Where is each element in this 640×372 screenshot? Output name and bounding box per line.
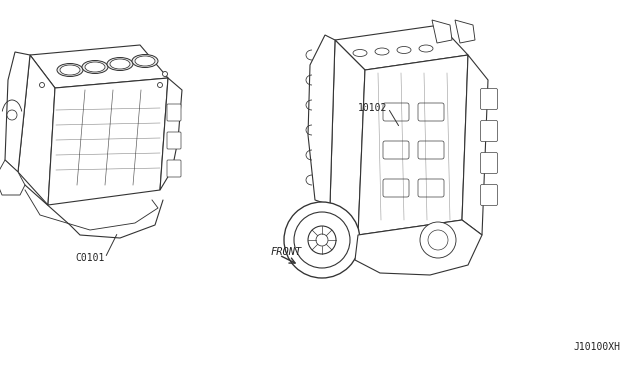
FancyBboxPatch shape	[167, 132, 181, 149]
Text: 10102: 10102	[358, 103, 387, 113]
Polygon shape	[5, 52, 30, 172]
Polygon shape	[330, 40, 365, 235]
Circle shape	[284, 202, 360, 278]
Polygon shape	[455, 20, 475, 43]
Circle shape	[163, 71, 168, 77]
Ellipse shape	[85, 62, 105, 72]
Circle shape	[40, 83, 45, 87]
Ellipse shape	[60, 65, 80, 75]
Polygon shape	[18, 55, 55, 205]
Text: C0101: C0101	[75, 253, 104, 263]
Ellipse shape	[135, 56, 155, 66]
Circle shape	[428, 230, 448, 250]
Ellipse shape	[375, 48, 389, 55]
Polygon shape	[160, 78, 182, 190]
FancyBboxPatch shape	[481, 89, 497, 109]
FancyBboxPatch shape	[481, 121, 497, 141]
Ellipse shape	[110, 59, 130, 69]
Polygon shape	[358, 55, 468, 235]
FancyBboxPatch shape	[418, 179, 444, 197]
Polygon shape	[30, 45, 168, 88]
Ellipse shape	[397, 46, 411, 54]
Polygon shape	[355, 220, 482, 275]
Polygon shape	[48, 78, 168, 205]
Circle shape	[294, 212, 350, 268]
Circle shape	[157, 83, 163, 87]
Polygon shape	[432, 20, 452, 43]
Ellipse shape	[419, 45, 433, 52]
FancyBboxPatch shape	[418, 141, 444, 159]
Polygon shape	[462, 55, 488, 235]
Circle shape	[7, 110, 17, 120]
FancyBboxPatch shape	[167, 104, 181, 121]
Ellipse shape	[57, 64, 83, 77]
Ellipse shape	[353, 49, 367, 57]
Ellipse shape	[82, 61, 108, 74]
Circle shape	[308, 226, 336, 254]
Polygon shape	[0, 160, 25, 195]
Ellipse shape	[107, 58, 133, 71]
Text: FRONT: FRONT	[271, 247, 302, 257]
FancyBboxPatch shape	[481, 153, 497, 173]
FancyBboxPatch shape	[167, 160, 181, 177]
Polygon shape	[335, 25, 468, 70]
Polygon shape	[308, 35, 335, 205]
Ellipse shape	[132, 55, 158, 67]
Text: J10100XH: J10100XH	[573, 342, 620, 352]
Circle shape	[316, 234, 328, 246]
FancyBboxPatch shape	[383, 179, 409, 197]
FancyBboxPatch shape	[383, 141, 409, 159]
FancyBboxPatch shape	[418, 103, 444, 121]
FancyBboxPatch shape	[383, 103, 409, 121]
Circle shape	[420, 222, 456, 258]
FancyBboxPatch shape	[481, 185, 497, 205]
